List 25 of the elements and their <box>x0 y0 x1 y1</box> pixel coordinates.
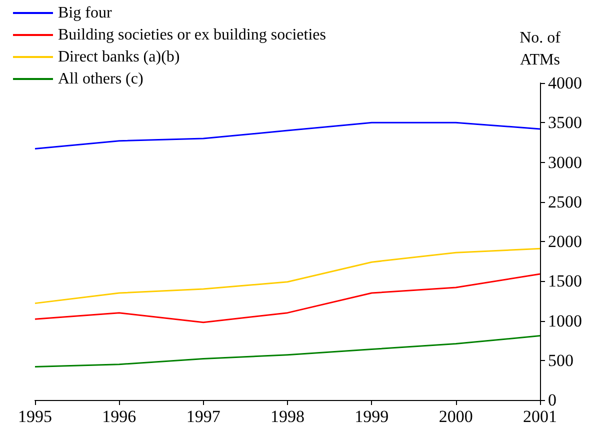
line-series <box>34 248 541 304</box>
y-tick-label: 0 <box>548 390 556 410</box>
x-tick-label: 1998 <box>270 407 304 426</box>
line-series <box>34 122 541 150</box>
x-tick-label: 1999 <box>354 407 389 426</box>
y-tick-label: 1000 <box>548 311 582 330</box>
y-tick-label: 1500 <box>548 272 582 291</box>
legend-label: Direct banks (a)(b) <box>58 48 180 66</box>
y-tick-label: 3000 <box>548 152 582 172</box>
x-tick-label: 2000 <box>438 407 473 426</box>
line-series <box>34 273 541 324</box>
y-tick-label: 500 <box>548 350 574 370</box>
legend-label: All others (c) <box>58 70 144 88</box>
legend-label: Big four <box>58 4 112 22</box>
x-tick-label: 2001 <box>523 407 557 426</box>
x-tick-label: 1995 <box>18 407 52 426</box>
line-series <box>34 335 541 368</box>
y-tick-label: 2500 <box>548 192 582 212</box>
y-tick-label: 4000 <box>548 74 582 92</box>
y-axis-title: No. of ATMs <box>520 30 562 68</box>
x-tick-label: 1996 <box>102 407 136 426</box>
y-tick-label: 3500 <box>548 113 582 132</box>
legend-label: Building societies or ex building societies <box>58 26 326 44</box>
y-tick-label: 2000 <box>548 232 582 251</box>
x-tick-label: 1997 <box>186 407 221 426</box>
